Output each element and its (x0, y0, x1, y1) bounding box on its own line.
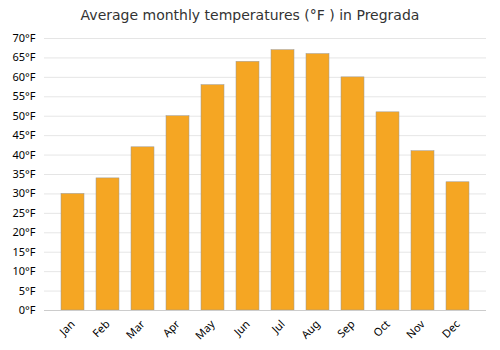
svg-text:30°F: 30°F (12, 185, 35, 200)
svg-text:Feb: Feb (89, 316, 113, 340)
svg-text:65°F: 65°F (12, 49, 35, 64)
svg-text:Dec: Dec (438, 316, 462, 340)
svg-text:70°F: 70°F (12, 30, 35, 45)
svg-text:Jul: Jul (267, 316, 287, 336)
svg-text:60°F: 60°F (12, 69, 35, 84)
svg-text:Jun: Jun (230, 316, 253, 339)
svg-text:Apr: Apr (159, 316, 183, 340)
svg-text:55°F: 55°F (12, 88, 35, 103)
svg-text:50°F: 50°F (12, 108, 35, 123)
svg-text:5°F: 5°F (19, 283, 36, 298)
svg-text:Mar: Mar (122, 316, 148, 342)
svg-text:Jan: Jan (55, 316, 78, 339)
svg-text:20°F: 20°F (12, 224, 35, 239)
svg-text:Aug: Aug (297, 316, 322, 341)
svg-text:Oct: Oct (369, 316, 392, 339)
svg-text:15°F: 15°F (12, 244, 35, 259)
svg-text:0°F: 0°F (19, 302, 36, 317)
svg-text:45°F: 45°F (12, 127, 35, 142)
html-text:Average monthly temperatures (: Average monthly temperatures (°F ) in Pr… (80, 7, 420, 23)
svg-text:25°F: 25°F (12, 205, 35, 220)
svg-text:Nov: Nov (403, 316, 428, 341)
svg-text:Sep: Sep (334, 316, 358, 340)
svg-text:10°F: 10°F (12, 263, 35, 278)
svg-text:May: May (192, 316, 218, 342)
svg-text:35°F: 35°F (12, 166, 35, 181)
svg-text:40°F: 40°F (12, 147, 35, 162)
